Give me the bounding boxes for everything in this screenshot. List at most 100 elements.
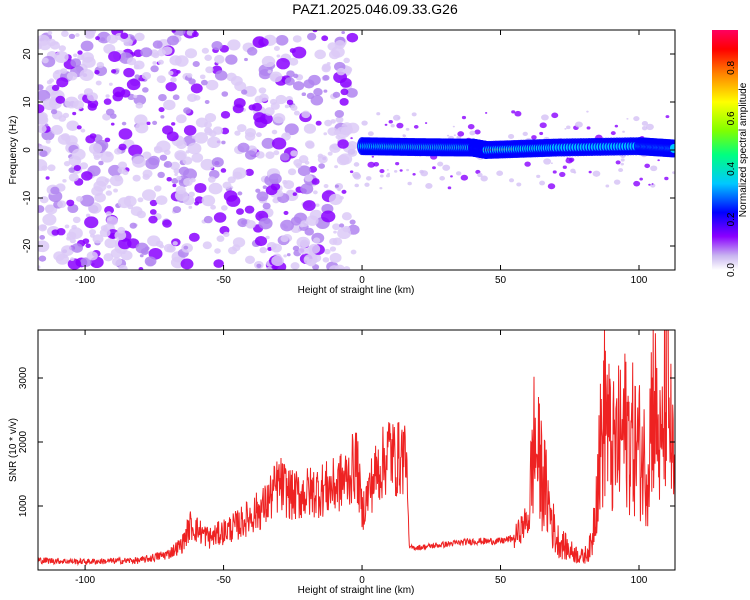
noise-blob bbox=[144, 256, 157, 267]
noise-blob bbox=[38, 104, 45, 114]
noise-blob bbox=[149, 199, 158, 207]
noise-blob bbox=[174, 173, 178, 177]
noise-blob bbox=[56, 228, 66, 236]
noise-blob bbox=[64, 224, 70, 229]
noise-blob bbox=[286, 99, 294, 106]
noise-blob bbox=[50, 186, 60, 195]
noise-blob bbox=[165, 81, 177, 92]
noise-blob bbox=[96, 61, 105, 69]
noise-blob bbox=[117, 166, 126, 174]
noise-blob bbox=[615, 160, 621, 165]
noise-blob bbox=[514, 110, 522, 117]
noise-blob bbox=[329, 238, 338, 245]
noise-blob bbox=[376, 112, 381, 116]
noise-blob bbox=[234, 130, 241, 136]
noise-blob bbox=[123, 38, 133, 47]
noise-blob bbox=[220, 110, 231, 119]
noise-blob bbox=[286, 70, 295, 78]
noise-blob bbox=[346, 32, 359, 43]
noise-blob bbox=[457, 131, 465, 137]
noise-blob bbox=[201, 194, 216, 207]
noise-blob bbox=[245, 219, 256, 229]
noise-blob bbox=[439, 176, 446, 181]
noise-blob bbox=[94, 69, 100, 75]
noise-blob bbox=[108, 51, 122, 62]
noise-blob bbox=[123, 67, 135, 78]
noise-blob bbox=[290, 216, 302, 226]
noise-blob bbox=[103, 98, 112, 105]
noise-blob bbox=[63, 160, 71, 167]
noise-blob bbox=[301, 92, 307, 97]
noise-blob bbox=[290, 104, 298, 111]
noise-blob bbox=[280, 235, 289, 243]
noise-blob bbox=[155, 195, 168, 206]
noise-blob bbox=[618, 168, 624, 173]
noise-blob bbox=[69, 238, 76, 244]
noise-blob bbox=[340, 126, 351, 136]
noise-blob bbox=[213, 259, 224, 268]
noise-blob bbox=[522, 131, 528, 136]
noise-blob bbox=[45, 176, 50, 180]
noise-blob bbox=[511, 110, 516, 114]
noise-blob bbox=[657, 159, 660, 162]
noise-blob bbox=[326, 61, 331, 66]
noise-blob bbox=[103, 43, 116, 54]
noise-blob bbox=[221, 91, 229, 97]
noise-blob bbox=[186, 73, 193, 78]
noise-blob bbox=[167, 70, 174, 76]
noise-blob bbox=[300, 220, 309, 228]
colorbar: 0.0 0.2 0.4 0.6 0.8 Normalized spectral ampl… bbox=[712, 30, 749, 277]
noise-blob bbox=[307, 32, 317, 41]
noise-blob bbox=[61, 30, 69, 37]
noise-blob bbox=[68, 167, 76, 173]
noise-blob bbox=[108, 82, 113, 86]
noise-blob bbox=[446, 134, 450, 137]
noise-blob bbox=[411, 112, 417, 117]
noise-blob bbox=[152, 61, 157, 65]
noise-blob bbox=[390, 124, 395, 128]
x-tick-label: 100 bbox=[631, 575, 648, 586]
noise-blob bbox=[613, 179, 621, 185]
noise-blob bbox=[273, 46, 280, 52]
noise-blob bbox=[453, 134, 456, 137]
noise-blob bbox=[335, 135, 341, 140]
noise-blob bbox=[614, 124, 619, 128]
noise-blob bbox=[80, 257, 92, 268]
noise-blob bbox=[183, 125, 197, 136]
noise-blob bbox=[340, 88, 349, 96]
noise-blob bbox=[204, 54, 212, 61]
noise-blob bbox=[66, 199, 75, 207]
noise-blob bbox=[39, 196, 49, 204]
noise-blob bbox=[241, 219, 248, 225]
noise-blob bbox=[166, 35, 180, 46]
noise-blob bbox=[80, 194, 95, 207]
noise-blob bbox=[350, 249, 357, 255]
noise-blob bbox=[241, 89, 248, 95]
noise-blob bbox=[110, 122, 115, 126]
noise-blob bbox=[330, 119, 336, 124]
noise-blob bbox=[256, 191, 269, 202]
noise-blob bbox=[77, 50, 83, 55]
noise-blob bbox=[49, 41, 61, 50]
noise-blob bbox=[69, 257, 75, 262]
noise-blob bbox=[42, 98, 57, 111]
noise-blob bbox=[105, 211, 112, 217]
noise-blob bbox=[211, 157, 224, 168]
noise-blob bbox=[379, 186, 383, 190]
noise-blob bbox=[60, 133, 70, 141]
noise-blob bbox=[121, 121, 127, 126]
noise-blob bbox=[85, 213, 91, 218]
noise-blob bbox=[508, 134, 515, 139]
noise-blob bbox=[477, 172, 483, 178]
noise-blob bbox=[292, 192, 297, 196]
noise-blob bbox=[72, 53, 78, 58]
noise-blob bbox=[158, 107, 165, 113]
noise-blob bbox=[213, 212, 227, 223]
noise-blob bbox=[304, 256, 310, 261]
noise-blob bbox=[98, 160, 104, 166]
spectrogram-y-ticks: -20 -10 0 10 20 bbox=[22, 48, 675, 253]
noise-blob bbox=[349, 170, 354, 174]
noise-blob bbox=[178, 166, 190, 176]
noise-blob bbox=[139, 254, 144, 258]
noise-blob bbox=[314, 49, 326, 60]
